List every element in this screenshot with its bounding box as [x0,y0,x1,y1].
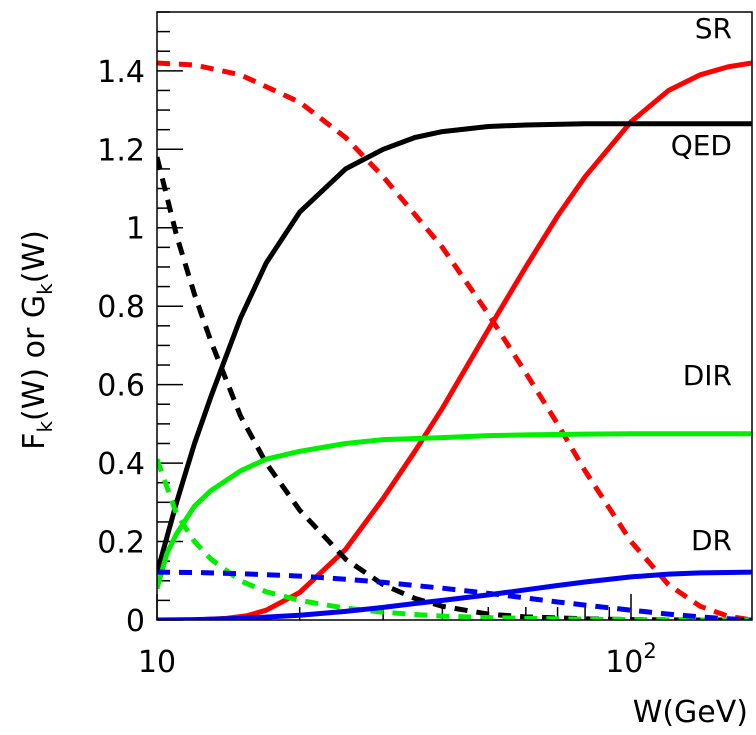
y-tick-label: 0.4 [97,447,145,482]
series-2-solid-line [157,121,752,574]
series-label-dir: DIR [683,359,732,392]
y-axis-title-main: F [17,433,52,450]
ticks-layer [156,11,632,621]
y-tick-label: 0.6 [97,369,145,404]
series-label-qed: QED [671,129,732,162]
y-axis-title-sub1: k [33,421,57,433]
x-tick-label: 10 [138,645,176,680]
y-tick-label: 0.2 [97,526,145,561]
y-axis-title: Fk(W) or Gk(W) [17,230,57,450]
series-4-solid-line [157,431,752,590]
x-tick-label: 102 [605,639,657,680]
y-tick-label: 1.4 [97,55,145,90]
y-tick-label: 0.8 [97,290,145,325]
y-axis-title-end: (W) [17,230,52,283]
y-axis-title-sub2: k [33,283,57,295]
series-7-dashed-line [157,569,752,620]
plot-frame [156,11,753,621]
series-1-dashed-line [157,60,752,620]
y-axis-title-mid: (W) or G [17,295,52,421]
series-layer [157,60,752,620]
series-label-dr: DR [691,524,732,557]
y-tick-label: 1.2 [97,133,145,168]
series-0-solid-line [157,60,752,620]
y-tick-label: 1 [126,212,145,247]
x-axis-title: W(GeV) [633,695,748,730]
series-label-sr: SR [695,12,732,45]
series-5-dashed-line [157,458,752,620]
y-tick-label: 0 [126,604,145,639]
labels-layer: 0 0.2 0.4 0.6 0.8 1 1.2 1.4 10 102 SR QED DIR DR [97,12,732,680]
